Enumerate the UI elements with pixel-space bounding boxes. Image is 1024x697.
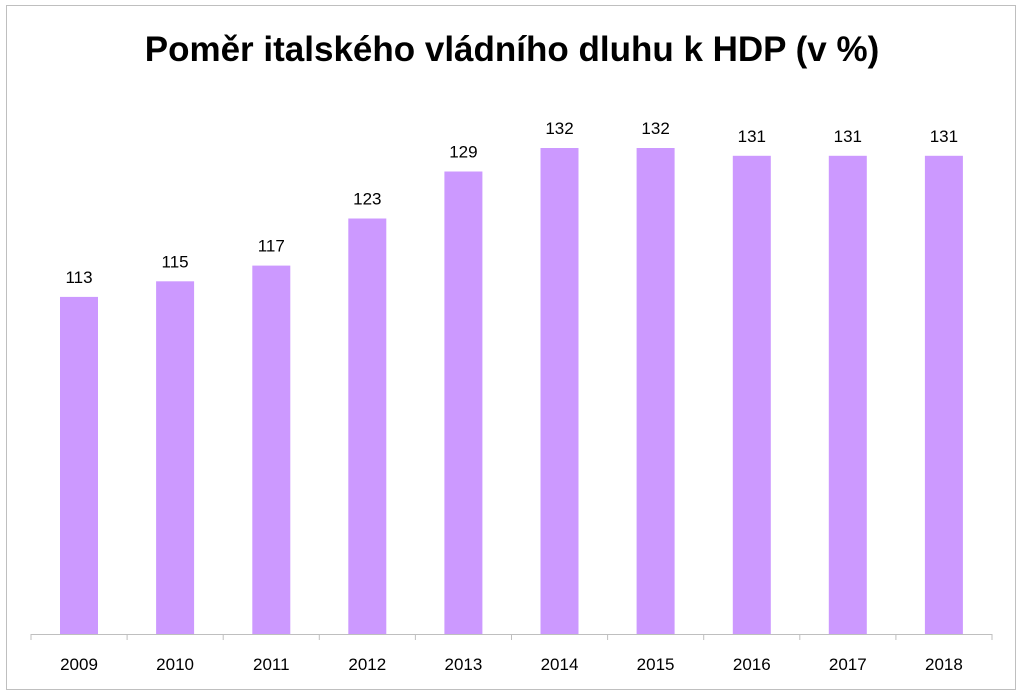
data-label-2012: 123 bbox=[353, 190, 381, 209]
x-tick-label-2010: 2010 bbox=[156, 655, 194, 674]
bar-2011 bbox=[252, 265, 291, 634]
bars-group bbox=[60, 148, 963, 635]
data-label-2010: 115 bbox=[162, 252, 189, 271]
x-axis: 2009 2010 2011 2012 2013 2014 2015 2016 2017 2018 bbox=[30, 634, 993, 674]
x-tick-label-2009: 2009 bbox=[60, 655, 98, 674]
x-tick-label-2018: 2018 bbox=[925, 655, 963, 674]
x-tick-label-2015: 2015 bbox=[637, 655, 675, 674]
bar-2010 bbox=[156, 281, 195, 634]
data-label-2009: 113 bbox=[65, 268, 92, 287]
data-label-2017: 131 bbox=[834, 127, 862, 146]
bar-2016 bbox=[732, 155, 771, 635]
x-tick-label-2013: 2013 bbox=[444, 655, 482, 674]
data-label-2013: 129 bbox=[449, 143, 477, 162]
bar-2012 bbox=[348, 218, 387, 634]
bar-2013 bbox=[444, 171, 483, 634]
data-label-2014: 132 bbox=[545, 119, 573, 138]
data-label-2016: 131 bbox=[738, 127, 766, 146]
bar-2017 bbox=[828, 155, 867, 635]
x-tick-label-2012: 2012 bbox=[348, 655, 386, 674]
x-tick-label-2014: 2014 bbox=[541, 655, 579, 674]
bar-2018 bbox=[924, 155, 963, 635]
data-label-2018: 131 bbox=[930, 127, 958, 146]
x-tick-label-2017: 2017 bbox=[829, 655, 867, 674]
chart-title: Poměr italského vládního dluhu k HDP (v … bbox=[144, 30, 880, 69]
bar-2014 bbox=[540, 148, 579, 634]
x-tick-label-2016: 2016 bbox=[733, 655, 771, 674]
value-labels-group: 113 115 117 123 129 132 132 131 131 131 bbox=[65, 119, 958, 287]
data-label-2011: 117 bbox=[258, 237, 285, 256]
data-label-2015: 132 bbox=[641, 119, 669, 138]
bar-2009 bbox=[60, 296, 98, 634]
x-tick-label-2011: 2011 bbox=[253, 655, 290, 674]
bar-2015 bbox=[636, 148, 675, 634]
